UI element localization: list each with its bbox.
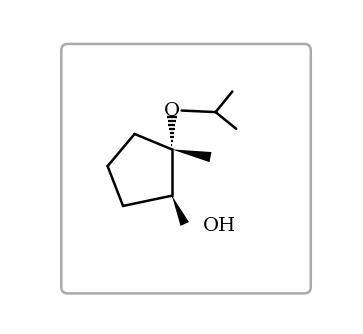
Text: O: O xyxy=(164,102,180,120)
Polygon shape xyxy=(172,149,212,162)
Text: OH: OH xyxy=(203,217,236,235)
FancyBboxPatch shape xyxy=(61,44,311,293)
Polygon shape xyxy=(172,196,189,226)
